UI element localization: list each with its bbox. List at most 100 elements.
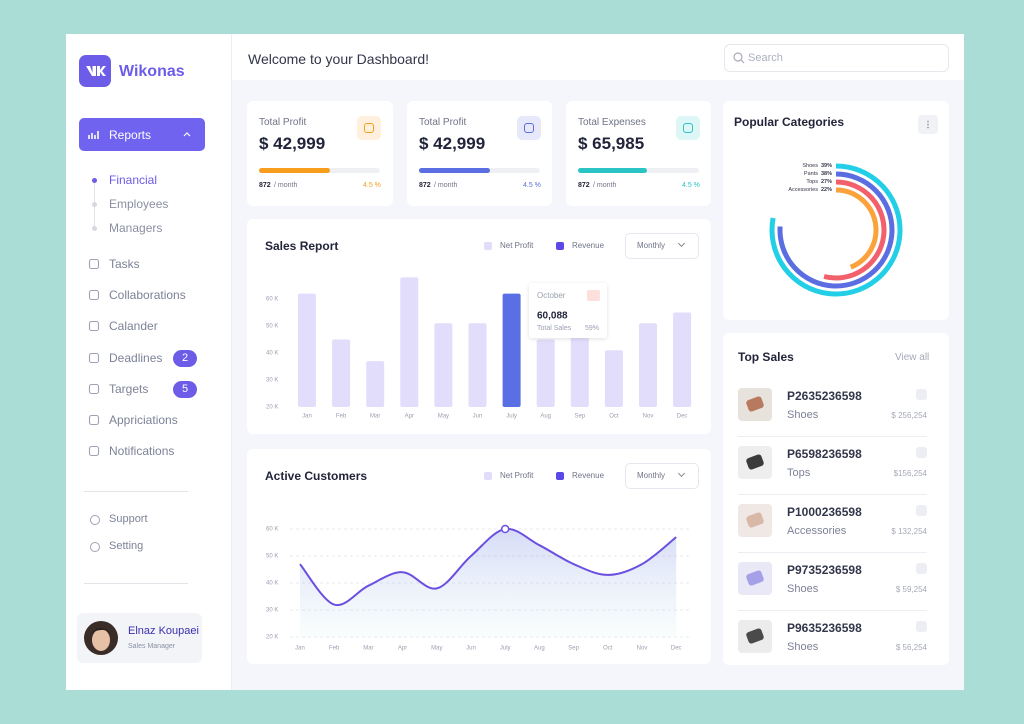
card-title: Sales Report [265, 239, 339, 253]
row-divider [738, 436, 927, 437]
stat-card [407, 101, 552, 206]
x-tick-label: July [506, 414, 517, 420]
footer-item[interactable]: Setting [109, 540, 144, 552]
category-name: Shoes [802, 163, 818, 169]
y-tick-label: 20 K [266, 635, 278, 641]
stat-count: 872 [419, 182, 431, 189]
menu-item[interactable]: Collaborations [109, 288, 186, 303]
product-button[interactable] [916, 505, 927, 516]
product-thumbnail [738, 562, 772, 595]
menu-item[interactable]: Targets [109, 381, 149, 396]
product-thumbnail [738, 504, 772, 537]
product-price: $ 132,254 [891, 527, 927, 536]
menu-item[interactable]: Notifications [109, 444, 175, 459]
row-divider [738, 610, 927, 611]
menu-dots [927, 120, 929, 129]
y-tick-label: 60 K [266, 527, 278, 533]
stat-label: Total Profit [419, 117, 467, 128]
logo [79, 55, 111, 87]
value-label: 27% [821, 179, 832, 185]
tree-dot [92, 178, 97, 183]
line [299, 527, 677, 607]
bar [332, 339, 351, 407]
stat-icon [676, 116, 700, 140]
footer-item[interactable]: Support [109, 513, 148, 525]
bar [400, 277, 419, 407]
chevron [183, 132, 191, 137]
product-category: Shoes [787, 641, 819, 653]
menu-item[interactable]: Tasks [109, 257, 140, 271]
sub-link[interactable]: Managers [109, 221, 163, 235]
menu-item[interactable]: Calander [109, 319, 158, 334]
legend-label: Net Profit [500, 241, 534, 250]
menu-button[interactable] [918, 115, 938, 134]
sub-link[interactable]: Financial [109, 173, 158, 187]
y-tick-label: 30 K [266, 608, 278, 614]
user-card[interactable]: Elnaz Koupaei Sales Manager [77, 613, 202, 663]
x-tick-label: Apr [398, 646, 407, 652]
stat-value: $ 42,999 [419, 134, 486, 153]
x-tick-label: July [500, 646, 511, 652]
stat-count: 872 [259, 182, 271, 189]
stat-icon [357, 116, 381, 140]
stat-period: / month [593, 182, 617, 189]
legend-swatch [556, 472, 564, 480]
reports-label: Reports [109, 128, 152, 142]
bar [366, 361, 385, 407]
view-all-link[interactable]: View all [895, 352, 930, 363]
legend-label: Net Profit [500, 471, 534, 480]
ring-label: Accessories 22% [788, 187, 832, 193]
stat-icon-glyph [683, 123, 693, 133]
product-id: P1000236598 [787, 505, 862, 519]
stat-value: $ 42,999 [259, 134, 326, 153]
tooltip-badge [587, 290, 600, 301]
menu-item[interactable]: Deadlines [109, 350, 163, 365]
bar [639, 323, 657, 407]
x-tick-label: Mar [363, 646, 373, 652]
x-tick-label: Mar [370, 414, 380, 420]
stat-change: 4.5 % [523, 182, 541, 189]
stat-label: Total Profit [259, 117, 307, 128]
product-button[interactable] [916, 447, 927, 458]
area [300, 528, 677, 637]
product-category: Accessories [787, 525, 847, 537]
y-tick-label: 40 K [266, 351, 278, 357]
categories-card [723, 101, 949, 320]
dropdown[interactable]: Monthly [625, 463, 699, 489]
reports-button[interactable]: Reports [79, 118, 205, 151]
y-tick-label: 20 K [266, 405, 278, 411]
value-label: 39% [821, 163, 832, 169]
card-title: Popular Categories [734, 115, 845, 129]
x-tick-label: Feb [329, 646, 340, 652]
legend-swatch [484, 472, 492, 480]
ring-arc [835, 187, 879, 270]
ring-label: Tops 27% [806, 179, 832, 185]
ring-arc [777, 171, 895, 289]
x-tick-label: Nov [643, 414, 654, 420]
menu-icon [88, 446, 100, 457]
product-button[interactable] [916, 389, 927, 400]
card-title: Top Sales [738, 350, 794, 364]
product-button[interactable] [916, 563, 927, 574]
product-id: P9635236598 [787, 621, 862, 635]
product-thumbnail [738, 446, 772, 479]
sub-link[interactable]: Employees [109, 197, 169, 211]
tooltip-share: 59% [585, 325, 599, 332]
bar [502, 293, 521, 407]
logo-mark [86, 66, 106, 76]
progress-bar [259, 168, 331, 173]
search-box[interactable]: Search [724, 44, 949, 72]
y-tick-label: 60 K [266, 297, 278, 303]
tooltip-title: October [537, 291, 566, 300]
x-tick-label: Oct [609, 414, 619, 420]
row-divider [738, 552, 927, 553]
menu-item[interactable]: Appriciations [109, 413, 178, 427]
bar [570, 326, 589, 407]
product-thumbnail [738, 620, 772, 653]
dropdown[interactable]: Monthly [625, 233, 699, 259]
x-tick-label: Jan [302, 414, 312, 420]
brand: Wikonas [119, 63, 185, 80]
x-tick-label: Feb [336, 414, 347, 420]
product-button[interactable] [916, 621, 927, 632]
